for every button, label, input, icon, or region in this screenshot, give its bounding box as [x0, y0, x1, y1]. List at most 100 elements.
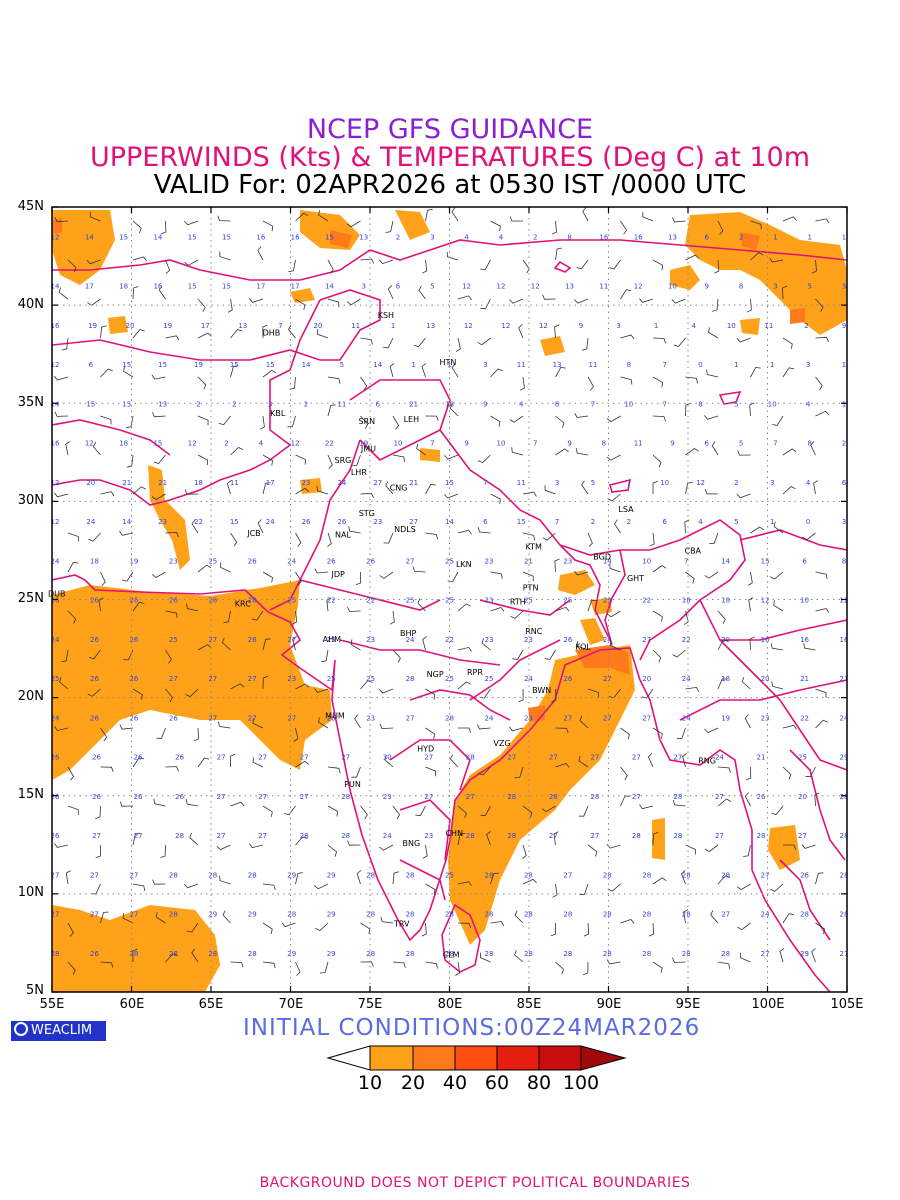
- wind-barb: [810, 441, 816, 456]
- wind-barb: [385, 481, 394, 495]
- wind-barb: [348, 526, 361, 534]
- wind-barb: [165, 953, 178, 963]
- wind-barb: [815, 336, 829, 343]
- wind-barb: [479, 952, 491, 963]
- temperature-value: 23: [302, 479, 311, 487]
- wind-barb: [295, 683, 310, 690]
- wind-barb: [360, 680, 373, 690]
- station-label: JMU: [360, 444, 376, 453]
- temperature-value: 29: [327, 950, 336, 958]
- temperature-value: 20: [126, 322, 135, 330]
- wind-barb: [360, 415, 369, 429]
- wind-barb: [620, 919, 635, 924]
- wind-barb: [287, 415, 296, 428]
- wind-barb: [262, 482, 271, 495]
- wind-barb: [769, 257, 784, 263]
- wind-barb: [704, 415, 719, 420]
- temperature-value: 25: [287, 597, 296, 605]
- wind-barb: [59, 677, 69, 690]
- temperature-value: 15: [230, 518, 239, 526]
- temperature-value: 4: [698, 518, 703, 526]
- station-label: CBA: [684, 546, 701, 555]
- temperature-value: 28: [673, 793, 682, 801]
- temperature-value: 28: [484, 871, 493, 879]
- wind-barb: [782, 285, 788, 300]
- temperature-value: 1: [770, 361, 774, 369]
- wind-barb: [327, 298, 340, 308]
- wind-barb: [684, 519, 690, 534]
- wind-barb: [295, 454, 306, 465]
- colorbar-box-4: [496, 1045, 540, 1071]
- station-label: TRV: [393, 919, 410, 928]
- wind-barb: [741, 676, 751, 690]
- wind-barb: [186, 603, 199, 612]
- temperature-value: 2: [304, 400, 308, 408]
- wind-barb: [186, 922, 199, 933]
- wind-barb: [151, 374, 166, 380]
- lat-label: 5N: [26, 983, 44, 998]
- temperature-value: 19: [194, 361, 203, 369]
- wind-barb: [708, 327, 719, 339]
- temperature-value: 28: [524, 950, 533, 958]
- temperature-value: 22: [366, 597, 375, 605]
- wind-barb: [327, 844, 338, 857]
- lon-label: 90E: [596, 997, 622, 1012]
- temperature-value: 5: [807, 283, 811, 291]
- wind-barb: [197, 757, 210, 768]
- wind-barb: [425, 688, 436, 700]
- colorbar-box-5: [538, 1045, 582, 1071]
- wind-barb: [750, 366, 761, 378]
- wind-barb: [155, 912, 166, 924]
- wind-barb: [685, 376, 698, 384]
- temperature-value: 28: [682, 911, 691, 919]
- wind-barb: [749, 636, 755, 651]
- wind-barb: [514, 910, 524, 924]
- temperature-value: 20: [642, 675, 651, 683]
- temperature-value: 15: [158, 361, 167, 369]
- temperature-value: 16: [291, 233, 300, 241]
- wind-barb: [717, 875, 731, 885]
- colorbar-label: 60: [484, 1072, 510, 1094]
- temperature-value: 0: [806, 518, 810, 526]
- wind-barb: [712, 298, 719, 312]
- wind-barb: [815, 376, 823, 391]
- temperature-value: 28: [563, 911, 572, 919]
- wind-barb: [652, 961, 663, 973]
- wind-barb: [606, 415, 621, 423]
- wind-barb: [262, 922, 273, 934]
- temperature-value: 17: [256, 283, 265, 291]
- wind-barb: [421, 363, 427, 378]
- wind-barb: [262, 571, 273, 583]
- temperature-value: 7: [555, 518, 559, 526]
- wind-barb: [490, 368, 503, 378]
- temperature-value: 28: [366, 911, 375, 919]
- wind-barb: [295, 212, 309, 222]
- wind-barb: [783, 844, 797, 850]
- wind-barb: [815, 298, 824, 312]
- temperature-value: 18: [119, 283, 128, 291]
- temperature-value: 21: [840, 675, 849, 683]
- temperature-value: 15: [188, 233, 197, 241]
- temperature-value: 28: [507, 832, 516, 840]
- station-label: KOL: [575, 643, 591, 652]
- temperature-value: 27: [217, 832, 226, 840]
- wind-barb: [779, 948, 785, 963]
- wind-barb: [815, 719, 828, 729]
- wind-barb: [510, 610, 524, 619]
- temperature-value: 2: [533, 233, 537, 241]
- wind-barb: [457, 832, 466, 846]
- wind-barb: [450, 754, 459, 768]
- temperature-value: 13: [426, 322, 435, 330]
- temperature-value: 27: [549, 832, 558, 840]
- wind-barb: [555, 247, 562, 261]
- temperature-value: 1: [842, 400, 846, 408]
- temperature-value: 27: [590, 832, 599, 840]
- temperature-value: 15: [222, 283, 231, 291]
- wind-barb: [576, 259, 589, 270]
- temperature-value: 28: [549, 793, 558, 801]
- temperature-value: 28: [169, 950, 178, 958]
- temperature-value: 26: [175, 754, 184, 762]
- wind-barb: [815, 608, 830, 613]
- wind-barb: [355, 572, 361, 586]
- wind-barb: [354, 714, 361, 729]
